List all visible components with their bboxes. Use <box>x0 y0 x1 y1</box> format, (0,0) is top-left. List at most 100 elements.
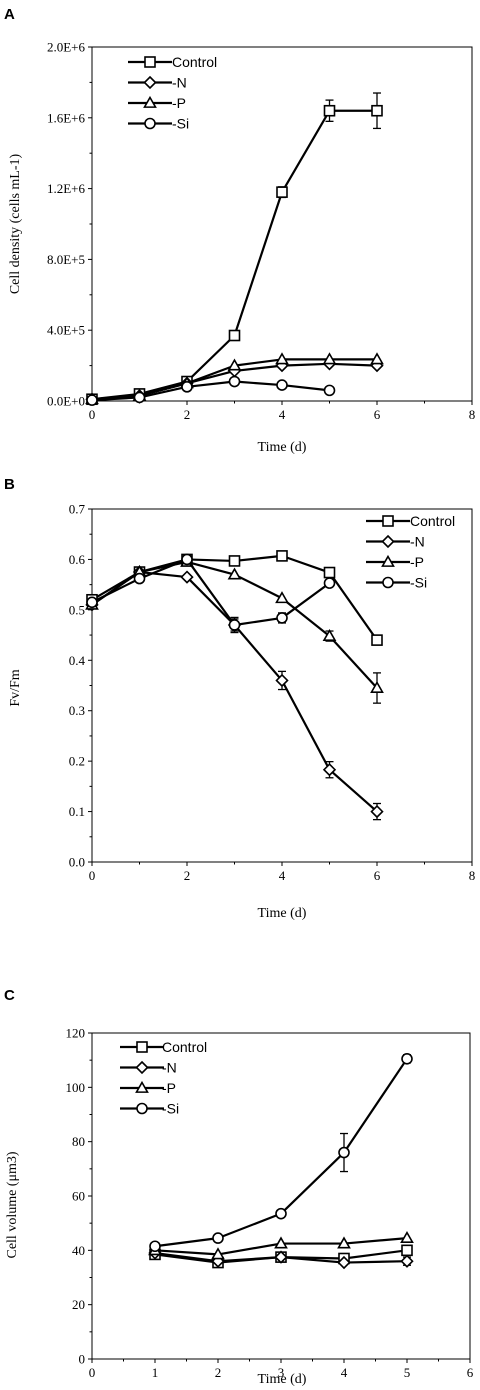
series-diamond <box>85 565 384 821</box>
circle-marker <box>323 384 336 397</box>
legend-label: -N <box>162 1060 177 1076</box>
series-line <box>91 570 378 813</box>
circle-marker <box>181 553 193 566</box>
legend-label: Control <box>410 513 455 529</box>
y-axis-title: Fv/Fm <box>8 669 23 706</box>
y-tick-label: 0.1 <box>69 804 85 819</box>
legend-label: -P <box>172 95 186 111</box>
y-tick-label: 0.0E+0 <box>47 394 85 409</box>
square-marker <box>371 104 383 117</box>
legend-item: -P <box>128 95 186 111</box>
legend-label: -P <box>410 554 424 570</box>
y-tick-label: 20 <box>72 1297 85 1312</box>
y-tick-label: 80 <box>72 1134 85 1149</box>
y-tick-label: 0.0 <box>69 855 85 870</box>
panel-label: A <box>4 6 15 23</box>
circle-marker <box>228 375 241 388</box>
circle-marker <box>338 1146 350 1159</box>
legend-label: Control <box>172 54 217 70</box>
square-marker <box>401 1244 413 1257</box>
circle-marker <box>323 577 336 589</box>
y-tick-label: 1.2E+6 <box>47 181 86 196</box>
diamond-marker <box>370 804 384 819</box>
triangle-marker <box>381 554 395 567</box>
legend-label: -Si <box>172 116 189 132</box>
legend-label: -Si <box>162 1101 179 1117</box>
legend-item: -P <box>120 1080 176 1096</box>
diamond-marker <box>400 1254 414 1268</box>
square-marker <box>136 1041 148 1053</box>
circle-marker <box>181 381 193 393</box>
triangle-marker <box>322 352 337 365</box>
x-tick-label: 3 <box>278 1365 285 1380</box>
x-tick-label: 8 <box>469 868 476 883</box>
circle-marker <box>133 572 146 585</box>
y-tick-label: 40 <box>72 1243 85 1258</box>
legend-label: -Si <box>410 575 427 591</box>
y-tick-label: 0.3 <box>69 703 85 718</box>
triangle-marker <box>275 591 289 604</box>
legend-item: -N <box>128 75 187 91</box>
circle-marker <box>144 117 156 130</box>
triangle-marker <box>370 680 384 693</box>
x-tick-label: 4 <box>279 868 286 883</box>
series-line <box>91 558 331 627</box>
y-tick-label: 4.0E+5 <box>47 323 85 338</box>
triangle-marker <box>322 628 337 642</box>
series-circle <box>86 375 336 406</box>
circle-marker <box>275 1207 287 1220</box>
x-axis-title: Time (d) <box>258 1372 307 1387</box>
legend-item: -N <box>120 1060 177 1076</box>
diamond-marker <box>337 1255 351 1270</box>
x-tick-label: 4 <box>279 407 286 422</box>
legend-item: Control <box>128 54 217 70</box>
circle-marker <box>86 394 98 406</box>
x-tick-label: 8 <box>469 407 476 422</box>
diamond-marker <box>322 763 337 777</box>
triangle-marker <box>337 1236 351 1249</box>
diamond-marker <box>180 570 194 584</box>
square-marker <box>228 329 241 342</box>
y-tick-label: 0.7 <box>69 502 86 517</box>
y-tick-label: 0.6 <box>69 552 86 567</box>
y-tick-label: 100 <box>66 1080 86 1095</box>
circle-marker <box>276 379 288 391</box>
x-tick-label: 2 <box>215 1365 222 1380</box>
x-tick-label: 1 <box>152 1365 159 1380</box>
circle-marker <box>86 596 98 609</box>
triangle-marker <box>211 1247 225 1260</box>
y-axis-title: Cell density (cells mL-1) <box>8 153 23 294</box>
circle-marker <box>401 1053 413 1065</box>
y-tick-label: 120 <box>66 1026 86 1041</box>
x-tick-label: 4 <box>341 1365 348 1380</box>
diamond-marker <box>135 1060 149 1075</box>
x-tick-label: 6 <box>467 1365 474 1380</box>
y-tick-label: 0.2 <box>69 754 85 769</box>
legend-item: -Si <box>128 116 189 132</box>
panel-b: B Time (d) Fv/Fm 0 2 4 6 8 0.0 0.1 0.2 0.3 0.4 0.5… <box>4 476 475 921</box>
diamond-marker <box>381 534 395 549</box>
legend-label: -P <box>162 1080 176 1096</box>
square-marker <box>144 56 156 68</box>
square-marker <box>323 104 336 117</box>
legend-label: -N <box>410 534 425 550</box>
y-tick-label: 0.5 <box>69 602 85 617</box>
triangle-marker <box>275 352 289 365</box>
series-square <box>86 92 383 406</box>
square-marker <box>276 186 288 198</box>
legend-item: -N <box>366 534 425 550</box>
x-tick-label: 0 <box>89 1365 96 1380</box>
diamond-marker <box>274 1250 288 1264</box>
x-tick-label: 5 <box>404 1365 411 1380</box>
y-tick-label: 60 <box>72 1189 85 1204</box>
series-circle <box>149 1053 413 1253</box>
panel-label: C <box>4 987 15 1004</box>
legend-label: -N <box>172 75 187 91</box>
triangle-marker <box>400 1230 414 1244</box>
legend-item: Control <box>120 1039 207 1055</box>
legend-item: -Si <box>120 1101 179 1117</box>
square-marker <box>382 515 394 527</box>
square-marker <box>228 555 241 567</box>
diamond-marker <box>143 75 157 90</box>
